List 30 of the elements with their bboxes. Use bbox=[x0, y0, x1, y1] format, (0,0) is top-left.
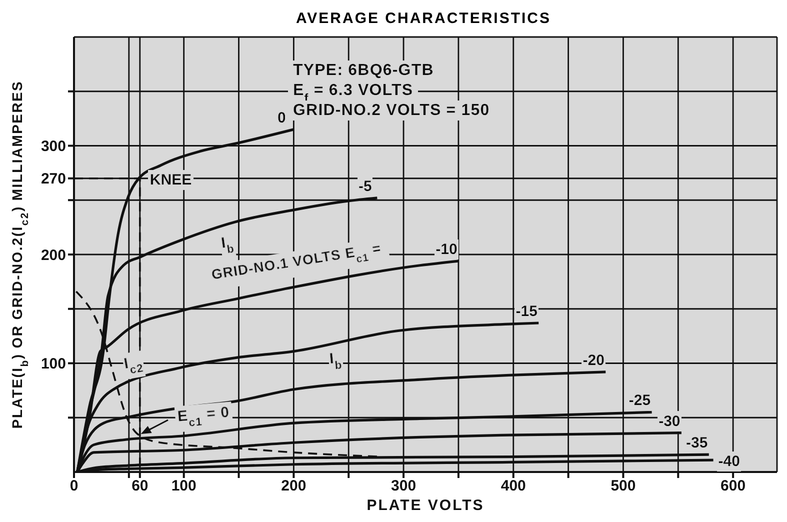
series-label: -25 bbox=[628, 392, 651, 410]
y-tick-label: 270 bbox=[40, 170, 66, 188]
x-tick-label: 300 bbox=[391, 478, 416, 495]
x-tick-label: 500 bbox=[610, 478, 636, 495]
y-tick-label: 300 bbox=[40, 138, 66, 156]
y-tick-label: 200 bbox=[40, 246, 66, 264]
x-tick-label: 60 bbox=[132, 478, 148, 495]
series-label: -35 bbox=[686, 434, 708, 452]
series-label: -15 bbox=[516, 303, 538, 320]
annotation: GRID-NO.2 VOLTS = 150 bbox=[293, 102, 490, 119]
series-label: -10 bbox=[436, 241, 458, 258]
x-tick-label: 600 bbox=[720, 478, 746, 495]
x-tick-label: 0 bbox=[70, 478, 78, 495]
series-label: -20 bbox=[582, 352, 604, 369]
annotation: I$_{c2}$ bbox=[122, 354, 145, 377]
x-axis-title: PLATE VOLTS bbox=[366, 497, 484, 514]
annotation: E$_{c1}$ = 0 bbox=[176, 404, 230, 430]
x-tick-label: 400 bbox=[500, 478, 526, 495]
series-label: -40 bbox=[718, 453, 740, 470]
x-tick-label: 200 bbox=[281, 478, 306, 495]
annotation: I$_{b}$ bbox=[328, 350, 343, 372]
series-label: -5 bbox=[358, 178, 372, 195]
annotation: I$_{b}$ bbox=[220, 234, 236, 256]
annotation: TYPE: 6BQ6-GTB bbox=[293, 62, 434, 79]
series-label: -30 bbox=[658, 412, 680, 430]
annotation: KNEE bbox=[150, 171, 192, 188]
series-label: 0 bbox=[278, 109, 286, 126]
x-tick-label: 100 bbox=[171, 478, 196, 495]
chart-title: AVERAGE CHARACTERISTICS bbox=[294, 9, 552, 29]
y-tick-label: 100 bbox=[40, 356, 66, 373]
